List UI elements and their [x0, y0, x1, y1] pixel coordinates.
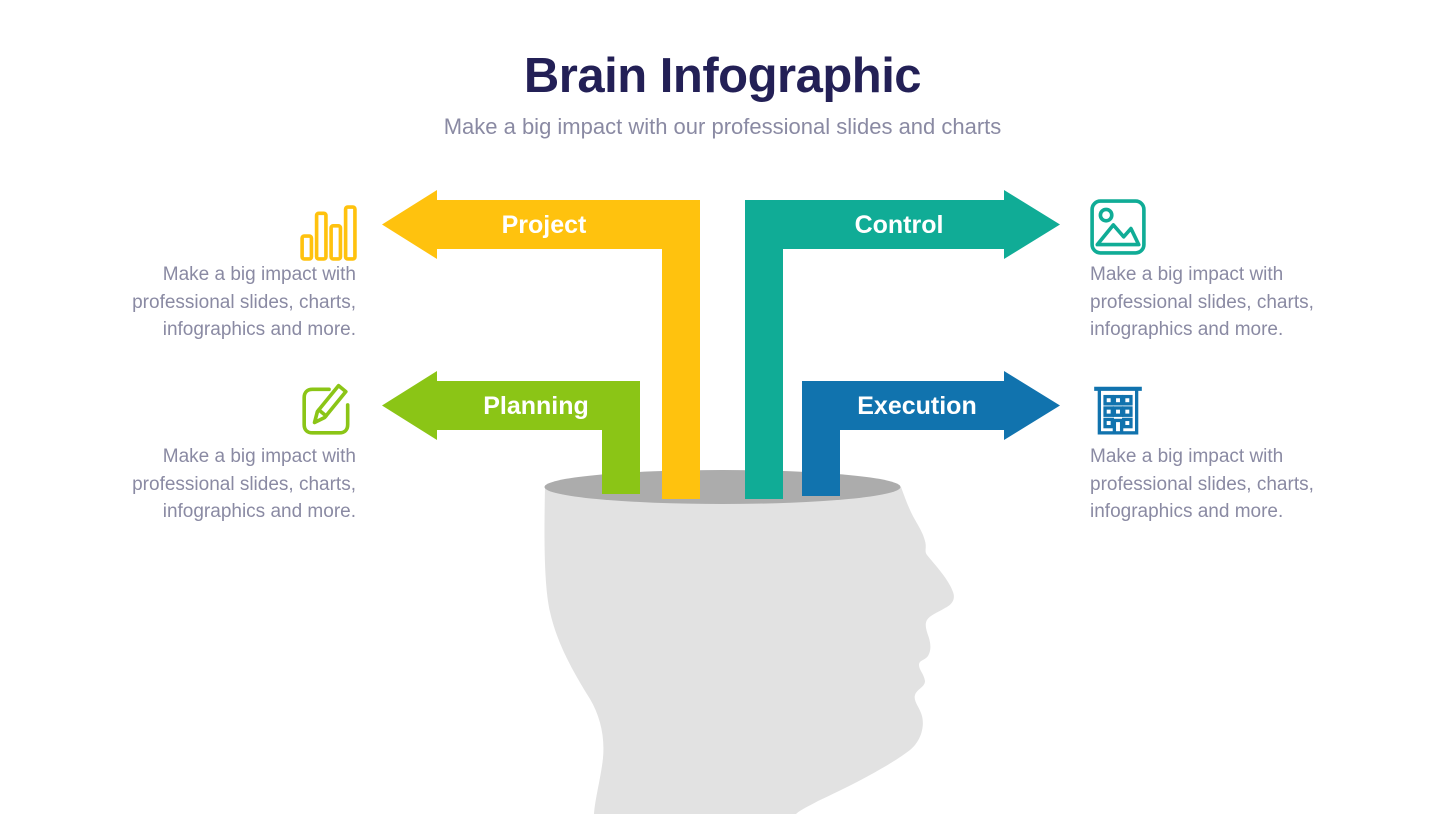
arrow-project: Project [382, 190, 700, 499]
arrow-planning-label: Planning [483, 392, 589, 420]
arrow-control: Control [745, 190, 1060, 499]
page-subtitle: Make a big impact with our professional … [443, 114, 1002, 139]
arrow-control-shape [745, 190, 1060, 499]
arrow-planning-shape [382, 371, 640, 494]
arrow-project-shape [382, 190, 700, 499]
head-silhouette [544, 487, 954, 814]
arrow-execution: Execution [802, 371, 1060, 496]
head-opening [544, 470, 901, 504]
arrow-control-label: Control [855, 211, 944, 239]
execution-description: Make a big impact with professional slid… [1090, 446, 1314, 522]
project-description: Make a big impact with professional slid… [132, 264, 356, 340]
planning-description: Make a big impact with professional slid… [132, 446, 356, 522]
arrow-project-label: Project [502, 211, 587, 239]
image-icon [1089, 198, 1147, 256]
page-title: Brain Infographic [523, 49, 922, 103]
building-icon [1089, 379, 1147, 437]
bar-chart-icon [299, 204, 357, 262]
arrow-execution-label: Execution [857, 392, 976, 420]
pencil-square-icon [299, 379, 357, 437]
arrow-execution-shape [802, 371, 1060, 496]
control-description: Make a big impact with professional slid… [1090, 264, 1314, 340]
arrow-planning: Planning [382, 371, 640, 494]
